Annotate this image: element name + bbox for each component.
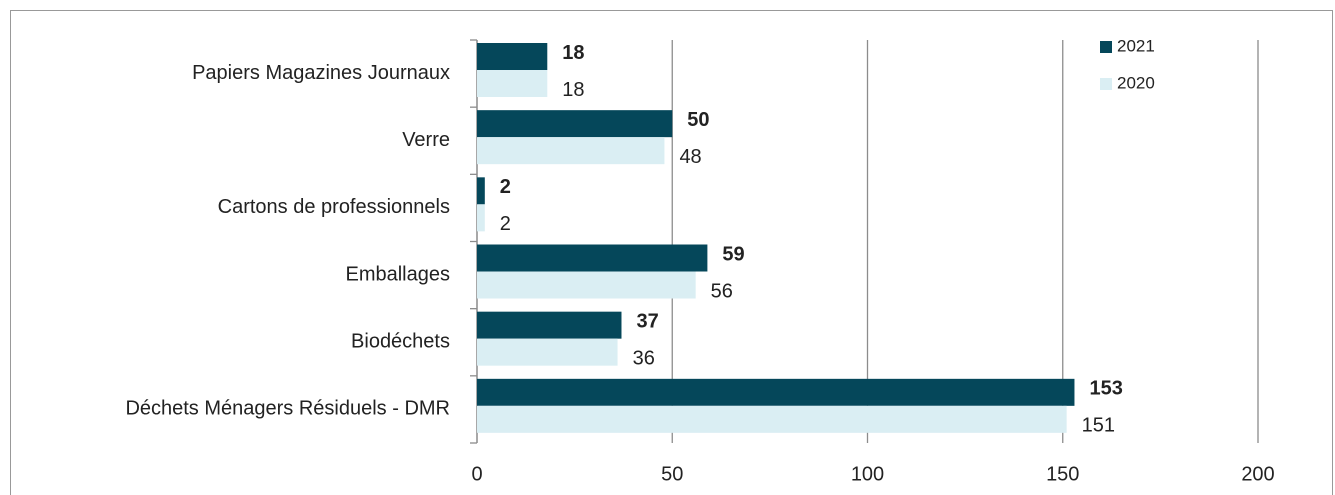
- value-label: 153: [1089, 378, 1122, 400]
- value-label: 2: [500, 176, 511, 198]
- value-label: 56: [711, 280, 733, 302]
- legend-swatch: [1100, 41, 1112, 53]
- bar: [477, 244, 708, 272]
- x-tick-label: 0: [471, 463, 482, 485]
- x-tick-label: 100: [851, 463, 884, 485]
- bar: [477, 177, 485, 205]
- y-tick-label: Déchets Ménagers Résiduels - DMR: [125, 398, 450, 420]
- value-label: 2: [500, 213, 511, 235]
- value-label: 37: [636, 310, 658, 332]
- value-label: 50: [687, 109, 709, 131]
- y-tick-label: Verre: [402, 129, 450, 151]
- bar: [477, 311, 622, 339]
- value-label: 48: [679, 146, 701, 168]
- bar: [477, 43, 548, 70]
- bar: [477, 405, 1067, 433]
- legend-swatch: [1100, 78, 1112, 90]
- bar: [477, 204, 485, 232]
- value-label: 18: [562, 79, 584, 101]
- value-label: 36: [633, 347, 655, 369]
- y-tick-label: Cartons de professionnels: [218, 196, 450, 218]
- bar: [477, 338, 618, 366]
- x-tick-label: 150: [1046, 463, 1079, 485]
- value-label: 59: [722, 243, 744, 265]
- chart-border: [10, 10, 1333, 495]
- bar: [477, 137, 665, 165]
- x-tick-label: 200: [1241, 463, 1274, 485]
- bar: [477, 378, 1075, 406]
- bar: [477, 70, 548, 97]
- value-label: 151: [1082, 415, 1115, 437]
- y-tick-label: Papiers Magazines Journaux: [192, 62, 450, 84]
- bar: [477, 271, 696, 299]
- y-tick-label: Emballages: [345, 263, 450, 285]
- legend-label: 2021: [1117, 36, 1155, 55]
- x-tick-label: 50: [661, 463, 683, 485]
- y-tick-label: Biodéchets: [351, 331, 450, 353]
- legend-label: 2020: [1117, 73, 1155, 92]
- bar: [477, 110, 673, 138]
- value-label: 18: [562, 42, 584, 64]
